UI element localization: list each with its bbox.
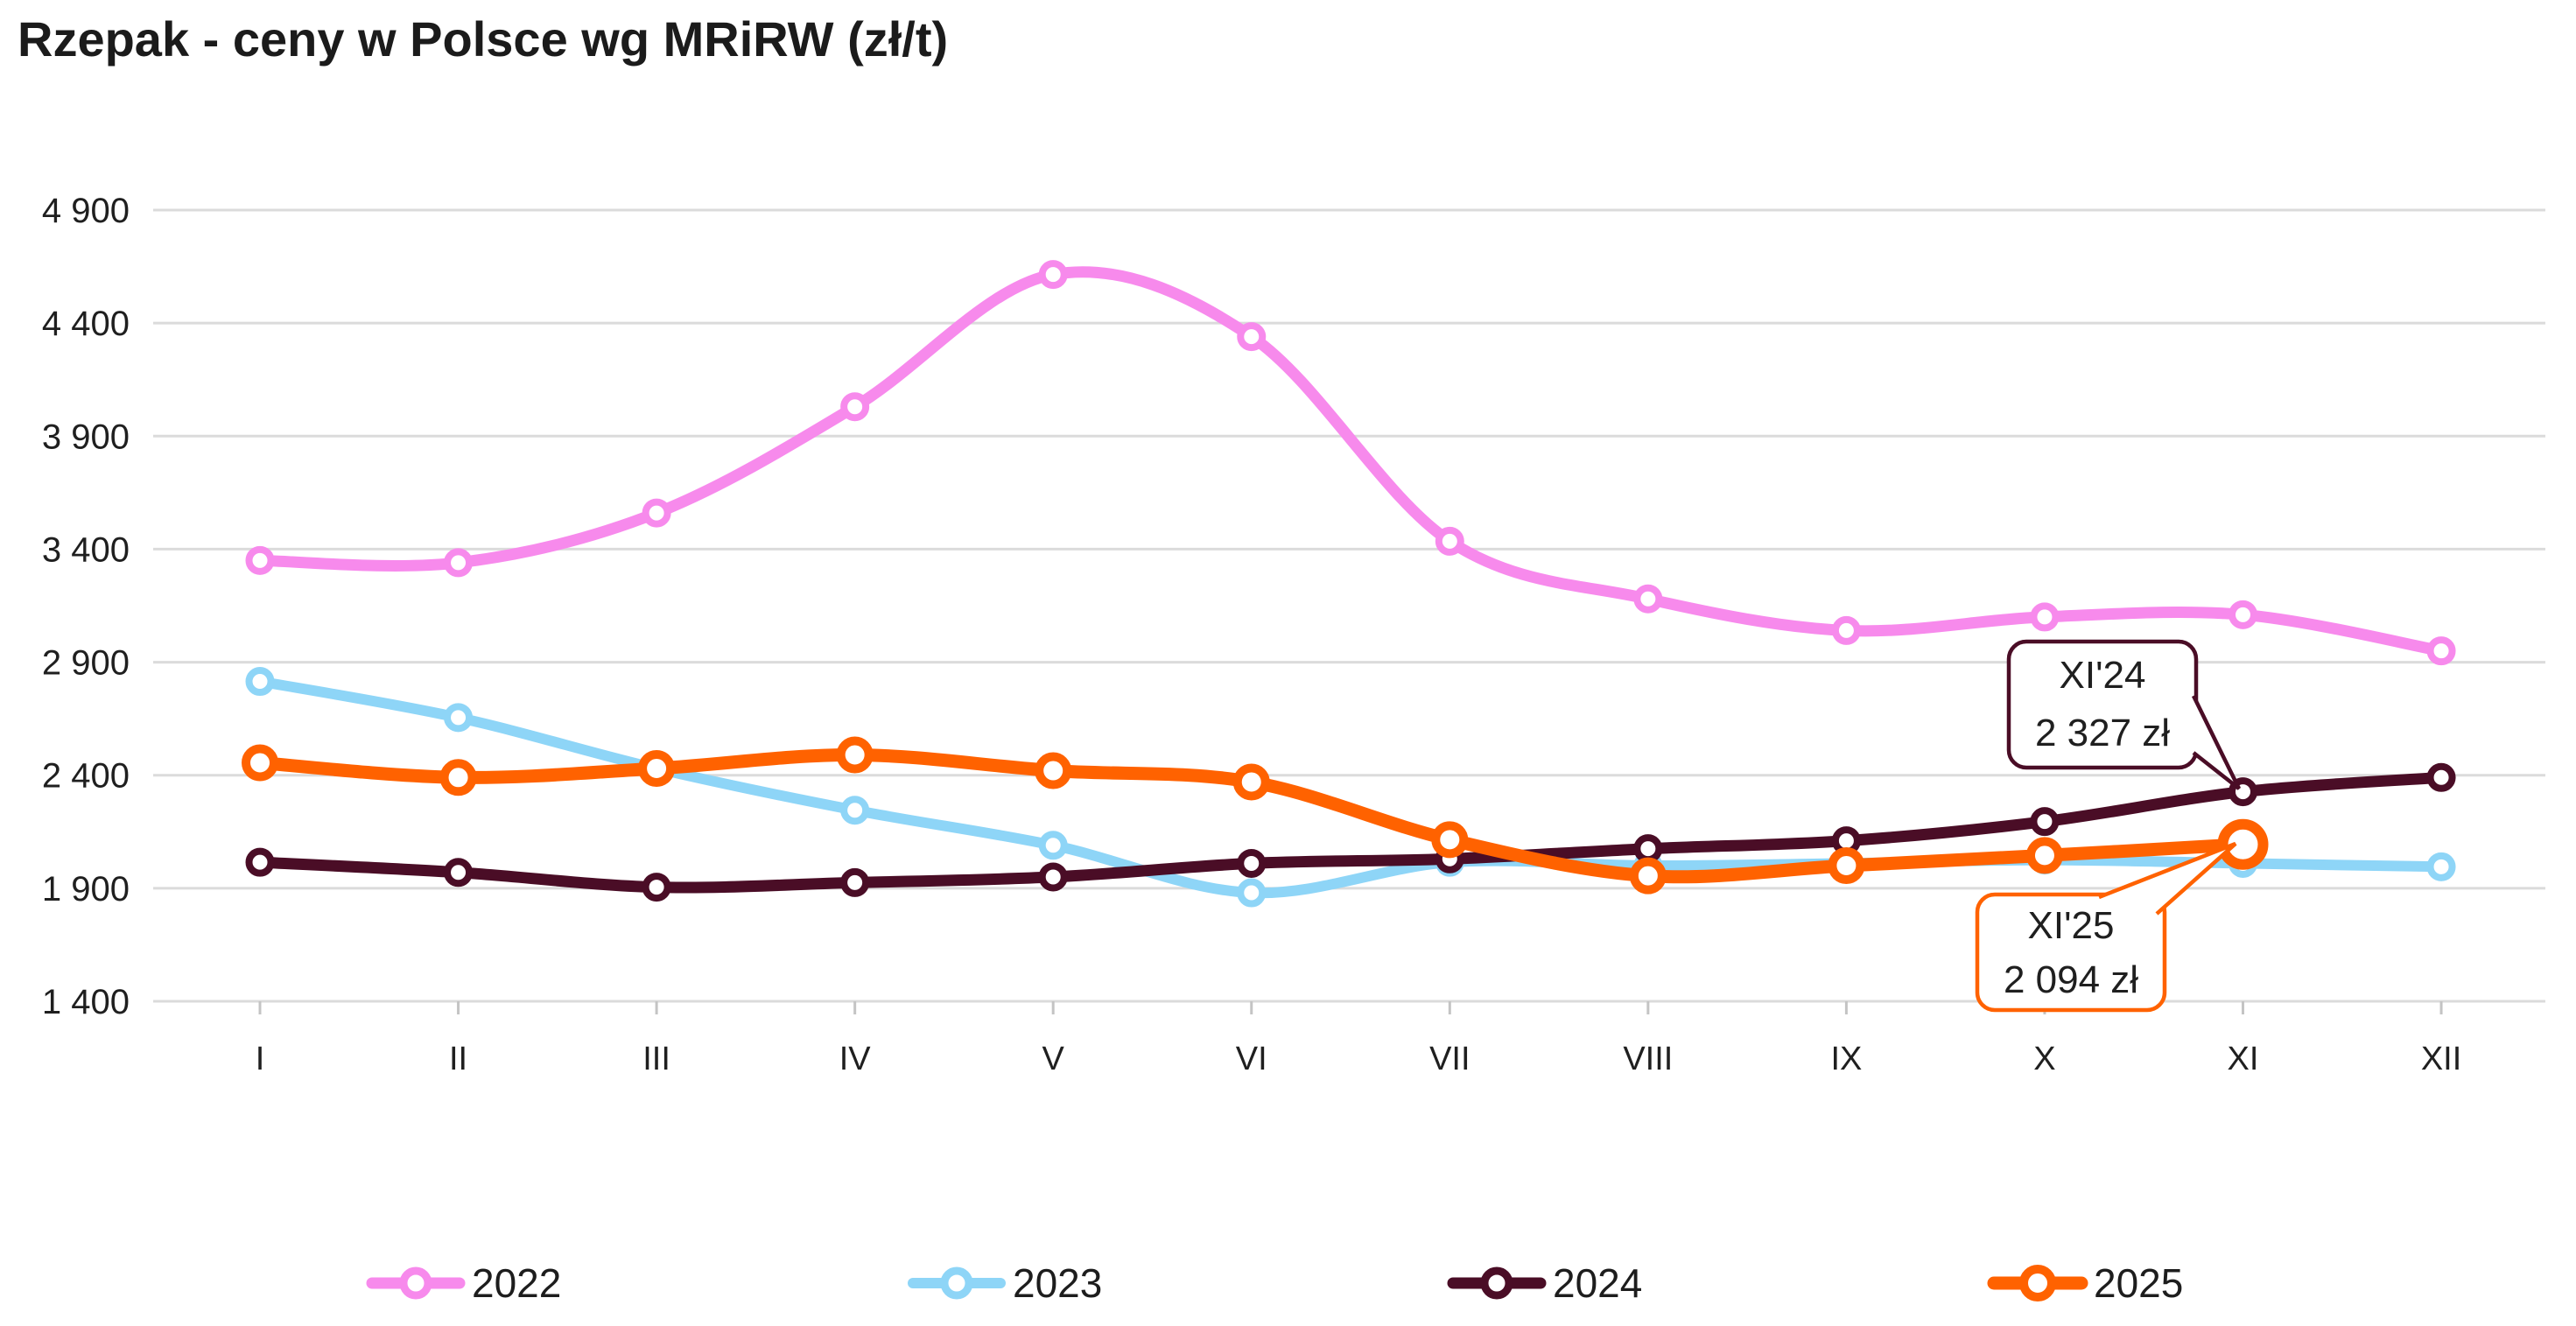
legend-swatch-marker-2025	[2019, 1265, 2056, 1301]
data-point-2023-V	[1038, 831, 1068, 860]
data-point-2023-I	[245, 667, 275, 697]
x-axis-label-VII: VII	[1429, 1041, 1470, 1077]
legend-label-2022: 2022	[472, 1260, 561, 1306]
data-point-2025-III	[638, 749, 676, 787]
data-point-2024-III	[642, 873, 671, 902]
data-point-2024-VI	[1237, 848, 1267, 878]
y-axis-label-3400: 3 400	[42, 530, 130, 569]
series-2025	[242, 736, 2269, 895]
data-point-2025-IV	[836, 736, 874, 774]
x-axis-label-I: I	[256, 1041, 265, 1077]
legend-item-2023: 2023	[908, 1260, 1102, 1306]
data-point-2023-XII	[2426, 852, 2456, 881]
legend-swatch-marker-2023	[940, 1266, 973, 1300]
legend-label-2023: 2023	[1013, 1260, 1102, 1306]
data-point-2022-III	[642, 498, 671, 528]
data-point-2025-X	[2025, 837, 2063, 874]
callout-xi24-pointer	[2191, 695, 2242, 790]
legend-label-2025: 2025	[2094, 1260, 2183, 1306]
callout-xi25-pointer	[2098, 841, 2237, 916]
data-point-2022-XI	[2229, 600, 2257, 629]
data-point-2022-VI	[1237, 322, 1267, 352]
data-point-2024-VIII	[1633, 834, 1663, 864]
callout-xi24-line2: 2 327 zł	[2035, 712, 2170, 754]
x-axis-label-XII: XII	[2421, 1041, 2461, 1077]
y-axis-label-3900: 3 900	[42, 417, 130, 456]
annotations: XI'24 2 327 zł XI'25 2 094 zł	[1975, 639, 2242, 1013]
y-axis-labels: 1 400 1 900 2 400 2 900 3 400 3 900 4 400 4 900	[42, 192, 130, 1021]
data-point-2024-I	[245, 847, 275, 877]
data-point-2022-VII	[1435, 526, 1464, 556]
data-point-2022-XII	[2426, 636, 2456, 666]
series-line-2022	[254, 266, 2447, 657]
series-2024	[245, 762, 2456, 902]
y-axis-label-4400: 4 400	[42, 305, 130, 343]
y-axis-label-1900: 1 900	[42, 870, 130, 909]
data-point-2025-II	[439, 759, 477, 796]
data-point-2022-V	[1038, 260, 1068, 290]
legend-item-2025: 2025	[1987, 1260, 2183, 1306]
data-point-2025-VIII	[1629, 857, 1667, 895]
callout-xi25-line2: 2 094 zł	[2004, 958, 2138, 1001]
data-point-2025-I	[242, 744, 278, 782]
series-line-2024	[254, 771, 2447, 894]
legend-swatch-marker-2024	[1480, 1266, 1513, 1300]
data-point-2022-VIII	[1633, 584, 1663, 614]
x-axis-label-XI: XI	[2228, 1041, 2259, 1077]
data-point-2025-IX	[1828, 847, 1865, 885]
legend-item-2024: 2024	[1447, 1260, 1642, 1306]
data-point-2024-IV	[840, 867, 870, 897]
legend-swatch-marker-2022	[399, 1266, 432, 1300]
data-point-2023-VI	[1237, 878, 1267, 908]
chart-legend: 2022 2023 2024 2025	[366, 1260, 2183, 1306]
data-point-2022-IV	[840, 392, 870, 422]
x-axis-label-IV: IV	[839, 1041, 872, 1077]
x-axis-label-II: II	[449, 1041, 467, 1077]
x-axis-label-VI: VI	[1236, 1041, 1267, 1077]
callout-xi25-line1: XI'25	[2028, 904, 2115, 947]
legend-label-2024: 2024	[1553, 1260, 1642, 1306]
data-point-2024-II	[444, 858, 474, 888]
callout-xi24: XI'24 2 327 zł	[2006, 639, 2242, 790]
series-lines	[242, 260, 2456, 908]
x-axis-label-III: III	[642, 1041, 670, 1077]
data-point-2025-VII	[1431, 821, 1469, 859]
x-axis-label-IX: IX	[1830, 1041, 1862, 1077]
x-axis-label-X: X	[2033, 1041, 2055, 1077]
x-axis-label-V: V	[1042, 1041, 1065, 1077]
data-point-2022-I	[245, 545, 275, 575]
data-point-2024-V	[1038, 862, 1068, 892]
legend-item-2022: 2022	[366, 1260, 561, 1306]
y-axis-label-1400: 1 400	[42, 983, 130, 1021]
y-axis-label-2900: 2 900	[42, 644, 130, 683]
chart-title: Rzepak - ceny w Polsce wg MRiRW (zł/t)	[18, 11, 948, 67]
data-point-2023-II	[444, 703, 474, 733]
callout-xi24-line1: XI'24	[2060, 654, 2146, 697]
callout-xi25: XI'25 2 094 zł	[1975, 841, 2237, 1013]
y-axis-label-4900: 4 900	[42, 192, 130, 230]
series-2022	[245, 260, 2456, 666]
data-point-2025-XI	[2217, 818, 2269, 870]
data-point-2024-XII	[2426, 762, 2456, 792]
y-axis-label-2400: 2 400	[42, 757, 130, 796]
x-axis-label-VIII: VIII	[1623, 1041, 1673, 1077]
callout-xi25-box	[1975, 892, 2167, 1013]
data-point-2023-IV	[840, 796, 870, 825]
data-point-2025-VI	[1232, 763, 1270, 801]
data-point-2024-X	[2030, 807, 2060, 837]
data-point-2022-IX	[1831, 615, 1861, 645]
data-point-2022-II	[444, 548, 474, 578]
data-point-2025-V	[1035, 752, 1072, 789]
data-point-2022-X	[2030, 602, 2060, 632]
x-axis-labels: I II III IV V VI VII VIII IX X XI XII	[256, 1001, 2461, 1077]
